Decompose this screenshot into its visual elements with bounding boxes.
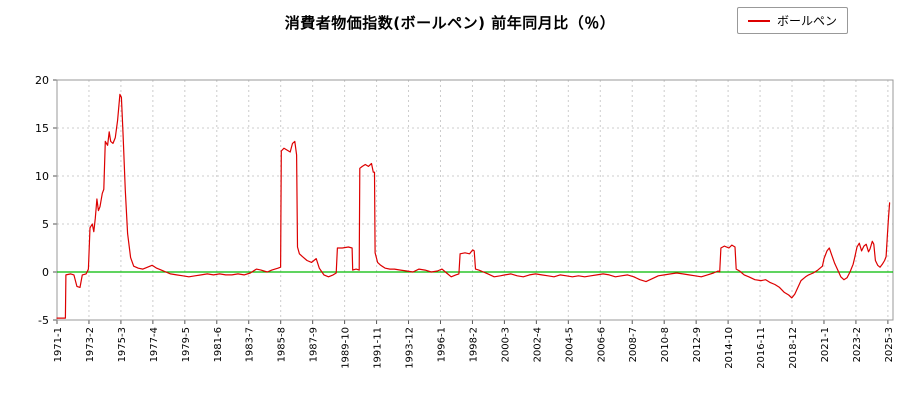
svg-text:2025-3: 2025-3 (884, 327, 895, 362)
svg-text:1983-7: 1983-7 (245, 327, 256, 362)
svg-text:1973-2: 1973-2 (85, 327, 96, 362)
svg-text:2008-7: 2008-7 (628, 327, 639, 362)
svg-text:2010-8: 2010-8 (660, 327, 671, 362)
svg-text:1971-1: 1971-1 (53, 327, 64, 362)
svg-text:15: 15 (35, 122, 49, 135)
legend: ボールペン (736, 7, 848, 34)
svg-text:2000-3: 2000-3 (500, 327, 511, 362)
svg-text:2018-12: 2018-12 (788, 327, 799, 369)
svg-text:2012-9: 2012-9 (692, 327, 703, 362)
svg-text:2021-1: 2021-1 (820, 327, 831, 362)
svg-text:2006-6: 2006-6 (596, 327, 607, 362)
svg-text:1998-2: 1998-2 (468, 327, 479, 362)
svg-text:-5: -5 (38, 314, 49, 327)
svg-text:2002-4: 2002-4 (532, 327, 543, 362)
svg-text:0: 0 (42, 266, 49, 279)
svg-text:2014-10: 2014-10 (724, 327, 735, 369)
svg-text:1977-4: 1977-4 (149, 327, 160, 362)
svg-text:1987-9: 1987-9 (309, 327, 320, 362)
legend-line-icon (747, 19, 770, 22)
svg-text:1991-11: 1991-11 (373, 327, 384, 369)
svg-text:1989-10: 1989-10 (341, 327, 352, 369)
legend-label: ボールペン (776, 14, 837, 28)
svg-text:2004-5: 2004-5 (564, 327, 575, 362)
svg-text:1975-3: 1975-3 (117, 327, 128, 362)
svg-text:1996-1: 1996-1 (436, 327, 447, 362)
svg-text:1981-6: 1981-6 (213, 327, 224, 362)
svg-text:2016-11: 2016-11 (756, 327, 767, 369)
svg-text:20: 20 (35, 74, 49, 87)
svg-text:2023-2: 2023-2 (852, 327, 863, 362)
chart-title: 消費者物価指数(ボールペン) 前年同月比（％） (284, 14, 616, 32)
svg-text:5: 5 (42, 218, 49, 231)
svg-text:10: 10 (35, 170, 49, 183)
svg-text:1993-12: 1993-12 (405, 327, 416, 369)
svg-text:1979-5: 1979-5 (181, 327, 192, 362)
svg-text:1985-8: 1985-8 (277, 327, 288, 362)
